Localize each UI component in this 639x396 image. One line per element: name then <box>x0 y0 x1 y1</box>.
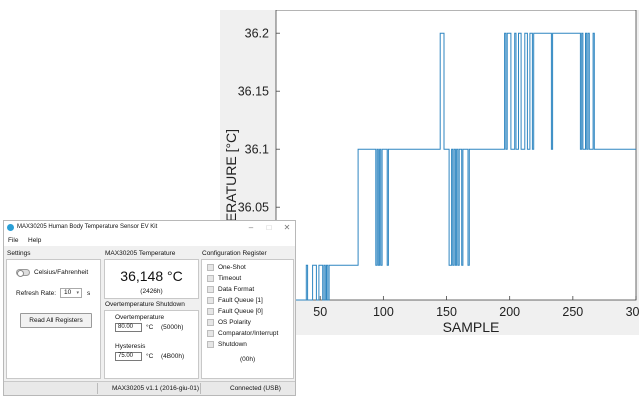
menu-file[interactable]: File <box>8 237 19 244</box>
status-bar: MAX30205 v1.1 (2016-giu-01) Connected (U… <box>4 381 295 395</box>
fault-queue-0-checkbox[interactable] <box>207 308 214 315</box>
config-panel: One-Shot Timeout Data Format Fault Queue… <box>201 259 294 379</box>
comparator-interrupt-checkbox[interactable] <box>207 330 214 337</box>
comparator-interrupt-label: Comparator/Interrupt <box>218 330 279 337</box>
os-polarity-label: OS Polarity <box>218 319 251 326</box>
timeout-label: Timeout <box>218 275 242 282</box>
refresh-rate-value: 10 <box>64 289 72 296</box>
shutdown-label: Shutdown <box>218 341 247 348</box>
close-button[interactable]: ✕ <box>283 223 291 232</box>
minimize-button[interactable]: – <box>248 223 254 232</box>
config-hex: (00h) <box>240 356 256 363</box>
fault-queue-0-label: Fault Queue [0] <box>218 308 263 315</box>
maximize-button[interactable]: □ <box>266 223 272 232</box>
y-tick-label: 36.15 <box>238 85 269 99</box>
ev-kit-window: MAX30205 Human Body Temperature Sensor E… <box>3 220 296 396</box>
y-tick-label: 36.2 <box>245 27 269 41</box>
config-title: Configuration Register <box>202 250 267 257</box>
temperature-hex: (2426h) <box>140 288 163 295</box>
chevron-down-icon: ▾ <box>76 290 79 296</box>
y-tick-label: 36.1 <box>245 143 269 157</box>
temperature-title: MAX30205 Temperature <box>105 250 176 257</box>
x-tick-label: 250 <box>562 305 583 319</box>
fault-queue-1-label: Fault Queue [1] <box>218 297 263 304</box>
x-tick-label: 50 <box>313 305 327 319</box>
timeout-checkbox[interactable] <box>207 275 214 282</box>
temperature-chart: 3636.0536.136.1536.250100150200250300SAM… <box>223 10 639 335</box>
menu-bar: File Help <box>4 235 295 246</box>
y-tick-label: 36.05 <box>238 201 269 215</box>
hysteresis-input[interactable]: 75.00 <box>115 352 142 361</box>
shutdown-checkbox[interactable] <box>207 341 214 348</box>
shutdown-panel: Overtemperature 80.00 °C (5000h) Hystere… <box>104 310 199 379</box>
temperature-panel: 36,148 °C (2426h) <box>104 259 199 299</box>
refresh-rate-unit: s <box>87 290 91 297</box>
x-tick-label: 300 <box>626 305 639 319</box>
hysteresis-unit: °C <box>146 353 154 360</box>
refresh-rate-select[interactable]: 10 ▾ <box>60 288 82 298</box>
shutdown-title: Overtemperature Shutdown <box>105 301 185 308</box>
overtemp-input[interactable]: 80.00 <box>115 323 142 332</box>
data-format-checkbox[interactable] <box>207 286 214 293</box>
unit-toggle-label: Celsius/Fahrenheit <box>34 269 89 276</box>
data-format-label: Data Format <box>218 286 255 293</box>
title-bar: MAX30205 Human Body Temperature Sensor E… <box>4 221 295 235</box>
version-text: MAX30205 v1.1 (2016-giu-01) <box>112 385 200 392</box>
one-shot-checkbox[interactable] <box>207 264 214 271</box>
status-separator <box>200 383 201 394</box>
connection-status: Connected (USB) <box>230 385 281 392</box>
read-all-registers-button[interactable]: Read All Registers <box>20 313 92 328</box>
x-tick-label: 150 <box>436 305 457 319</box>
unit-toggle[interactable] <box>16 269 30 277</box>
overtemp-label: Overtemperature <box>115 314 165 321</box>
one-shot-label: One-Shot <box>218 264 246 271</box>
status-separator <box>97 383 98 394</box>
hysteresis-label: Hysteresis <box>115 343 146 350</box>
os-polarity-checkbox[interactable] <box>207 319 214 326</box>
overtemp-unit: °C <box>146 324 154 331</box>
toggle-knob <box>17 270 24 277</box>
hysteresis-hex: (4B00h) <box>161 353 185 360</box>
overtemp-hex: (5000h) <box>161 324 184 331</box>
settings-title: Settings <box>7 250 31 257</box>
window-title: MAX30205 Human Body Temperature Sensor E… <box>17 224 158 230</box>
settings-panel: Celsius/Fahrenheit Refresh Rate: 10 ▾ s … <box>6 259 101 379</box>
refresh-rate-label: Refresh Rate: <box>16 290 57 297</box>
fault-queue-1-checkbox[interactable] <box>207 297 214 304</box>
temperature-value: 36,148 °C <box>120 268 183 284</box>
plot-area <box>275 10 637 301</box>
temperature-series-line <box>276 32 636 301</box>
menu-help[interactable]: Help <box>28 237 42 244</box>
x-tick-label: 200 <box>499 305 520 319</box>
x-axis-title: SAMPLE <box>443 319 500 335</box>
app-logo-icon <box>7 224 14 231</box>
x-tick-label: 100 <box>373 305 394 319</box>
